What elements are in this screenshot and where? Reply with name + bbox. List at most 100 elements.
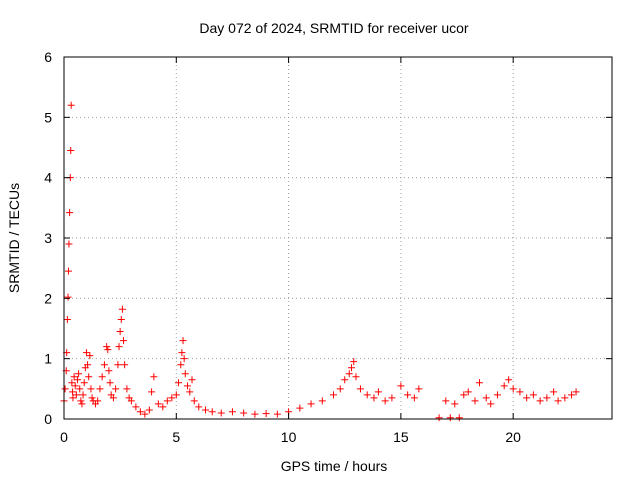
data-point: [201, 406, 209, 414]
x-tick-label: 10: [281, 429, 297, 445]
data-point: [77, 397, 85, 405]
data-point: [94, 397, 102, 405]
y-tick-label: 0: [44, 411, 52, 427]
data-point: [120, 337, 128, 345]
data-point: [296, 404, 304, 412]
data-point: [341, 376, 349, 384]
axis-ticks: [63, 56, 612, 420]
data-point: [71, 382, 79, 390]
x-tick-label: 0: [60, 429, 68, 445]
data-point: [455, 414, 463, 422]
data-point: [86, 352, 94, 360]
data-point: [500, 382, 508, 390]
data-point: [240, 409, 248, 417]
data-point: [181, 370, 189, 378]
data-point: [154, 400, 162, 408]
data-point: [64, 293, 72, 301]
data-point: [352, 373, 360, 381]
data-point: [451, 400, 459, 408]
y-tick-label: 3: [44, 230, 52, 246]
data-point: [98, 373, 106, 381]
data-point: [381, 397, 389, 405]
data-point: [105, 367, 113, 375]
data-point: [509, 385, 517, 393]
data-point: [72, 391, 80, 399]
data-point: [190, 397, 198, 405]
data-point: [68, 379, 76, 387]
data-point: [145, 406, 153, 414]
data-point: [106, 379, 114, 387]
data-point: [208, 408, 216, 416]
data-point: [168, 394, 176, 402]
data-point: [397, 382, 405, 390]
tick-labels: 0 5 10 15 20 0 1 2 3 4 5 6: [44, 49, 521, 445]
plot-frame: [63, 56, 613, 420]
data-point: [70, 373, 78, 381]
data-point: [415, 385, 423, 393]
data-point: [79, 391, 87, 399]
data-point: [330, 391, 338, 399]
y-tick-label: 2: [44, 290, 52, 306]
data-point: [464, 388, 472, 396]
data-point: [118, 305, 126, 313]
data-point: [350, 358, 358, 366]
y-tick-label: 6: [44, 49, 52, 65]
data-point: [141, 410, 149, 418]
data-point: [178, 349, 186, 357]
y-axis-label: SRMTID / TECUs: [6, 183, 22, 293]
data-point: [446, 414, 454, 422]
data-point: [363, 391, 371, 399]
data-point: [505, 376, 513, 384]
data-point: [523, 394, 531, 402]
data-point: [550, 388, 558, 396]
data-point: [347, 364, 355, 372]
data-point: [180, 355, 188, 363]
data-point: [561, 394, 569, 402]
data-point: [307, 400, 315, 408]
data-point: [543, 394, 551, 402]
grid-lines: [64, 57, 612, 419]
data-point: [84, 361, 92, 369]
data-point: [100, 361, 108, 369]
data-point: [262, 410, 270, 418]
data-point: [148, 388, 156, 396]
data-point: [374, 388, 382, 396]
data-point: [67, 101, 75, 109]
data-point: [96, 385, 104, 393]
data-point: [112, 385, 120, 393]
y-tick-label: 5: [44, 109, 52, 125]
data-point: [76, 385, 84, 393]
y-tick-label: 1: [44, 351, 52, 367]
data-point: [370, 394, 378, 402]
data-point: [64, 267, 72, 275]
data-point: [127, 397, 135, 405]
data-point: [356, 385, 364, 393]
data-point: [136, 408, 144, 416]
data-point: [175, 379, 183, 387]
data-point: [228, 408, 236, 416]
data-point: [475, 379, 483, 387]
data-point: [217, 409, 225, 417]
data-point: [471, 397, 479, 405]
data-point: [163, 397, 171, 405]
data-point: [104, 346, 112, 354]
data-point: [123, 385, 131, 393]
data-point: [404, 391, 412, 399]
data-point: [159, 403, 167, 411]
data-point: [87, 385, 95, 393]
data-point: [80, 379, 88, 387]
data-point: [188, 376, 196, 384]
data-point: [536, 397, 544, 405]
data-point: [251, 410, 259, 418]
data-point: [63, 315, 71, 323]
data-point: [66, 209, 74, 217]
data-point: [410, 394, 418, 402]
data-point: [75, 370, 83, 378]
data-point: [61, 385, 69, 393]
data-point: [460, 391, 468, 399]
data-point: [109, 394, 117, 402]
data-point: [115, 343, 123, 351]
data-point: [85, 373, 93, 381]
data-point: [69, 388, 77, 396]
data-point: [177, 361, 185, 369]
